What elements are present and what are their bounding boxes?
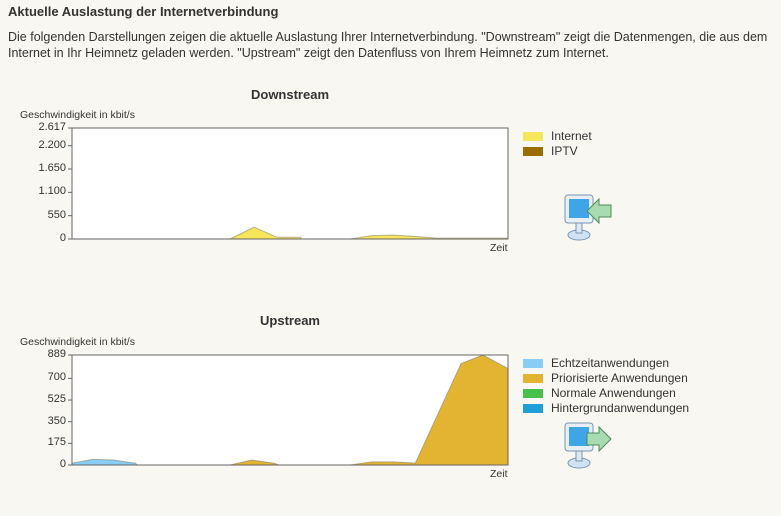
- y-axis-label: Geschwindigkeit in kbit/s: [20, 336, 135, 348]
- page-title: Aktuelle Auslastung der Internetverbindu…: [8, 4, 279, 19]
- legend-swatch: [523, 132, 543, 141]
- legend-item: IPTV: [523, 144, 592, 159]
- y-tick-label: 889: [47, 348, 66, 360]
- y-tick-label: 0: [59, 232, 66, 244]
- legend-item: Normale Anwendungen: [523, 386, 689, 401]
- plot-frame: [71, 354, 509, 466]
- downstream-chart-title: Downstream: [250, 87, 330, 102]
- legend-label: Echtzeitanwendungen: [551, 356, 670, 370]
- legend-item: Priorisierte Anwendungen: [523, 371, 689, 386]
- y-axis-label: Geschwindigkeit in kbit/s: [20, 109, 135, 121]
- legend-swatch: [523, 374, 543, 383]
- legend-label: Hintergrundanwendungen: [551, 401, 690, 415]
- x-axis-label: Zeit: [490, 242, 508, 254]
- legend-item: Echtzeitanwendungen: [523, 356, 689, 371]
- legend-label: Internet: [551, 129, 592, 143]
- y-tick-label: 700: [47, 371, 66, 384]
- computer-download-arrow-icon: [564, 194, 612, 241]
- plot-area: [72, 128, 508, 239]
- plot-frame: [71, 127, 509, 240]
- upstream-legend: Echtzeitanwendungen Priorisierte Anwendun…: [523, 356, 689, 416]
- y-tick-label: 350: [47, 414, 66, 427]
- y-tick-label: 1.650: [38, 162, 66, 174]
- legend-swatch: [523, 359, 543, 368]
- y-tick-label: 550: [47, 208, 66, 221]
- x-axis-label: Zeit: [490, 468, 508, 480]
- legend-label: IPTV: [551, 144, 578, 158]
- y-tick-label: 525: [47, 393, 66, 406]
- computer-upload-arrow-icon: [564, 422, 612, 469]
- y-tick-label: 1.100: [38, 185, 66, 198]
- upstream-chart-title: Upstream: [260, 313, 320, 328]
- downstream-legend: Internet IPTV: [523, 129, 592, 159]
- y-tick-label: 2.200: [38, 138, 66, 151]
- y-tick-label: 0: [59, 458, 66, 470]
- legend-swatch: [523, 147, 543, 156]
- y-tick-label: 2.617: [38, 121, 66, 133]
- intro-text: Die folgenden Darstellungen zeigen die a…: [8, 30, 768, 60]
- legend-item: Hintergrundanwendungen: [523, 401, 689, 416]
- y-tick-label: 175: [47, 436, 66, 449]
- legend-swatch: [523, 404, 543, 413]
- legend-label: Priorisierte Anwendungen: [551, 371, 688, 385]
- legend-item: Internet: [523, 129, 592, 144]
- legend-label: Normale Anwendungen: [551, 386, 676, 400]
- legend-swatch: [523, 389, 543, 398]
